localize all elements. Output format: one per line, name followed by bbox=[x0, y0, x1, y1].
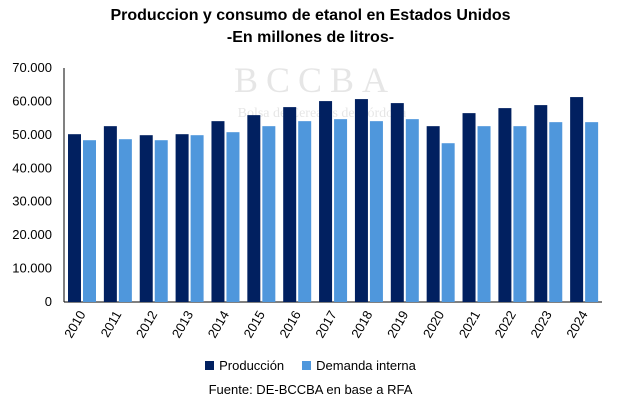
x-tick-label: 2019 bbox=[384, 308, 411, 341]
legend-swatch bbox=[205, 361, 215, 370]
bar-demanda-2017 bbox=[334, 119, 348, 302]
chart-subtitle: -En millones de litros- bbox=[226, 29, 395, 46]
y-tick-label: 0 bbox=[45, 294, 52, 309]
bar-produccion-2023 bbox=[534, 105, 548, 302]
bar-demanda-2019 bbox=[405, 119, 419, 302]
legend-item-produccion: Producción bbox=[205, 358, 284, 373]
x-tick-label: 2018 bbox=[348, 308, 375, 341]
bar-produccion-2017 bbox=[319, 101, 333, 302]
svg-text:BCCBA: BCCBA bbox=[234, 60, 396, 100]
bar-produccion-2010 bbox=[68, 134, 81, 302]
bar-demanda-2023 bbox=[549, 122, 563, 302]
x-tick-label: 2016 bbox=[276, 308, 303, 341]
y-tick-label: 20.000 bbox=[12, 227, 52, 242]
bar-demanda-2010 bbox=[83, 140, 96, 302]
x-tick-label: 2017 bbox=[312, 308, 339, 341]
y-tick-label: 40.000 bbox=[12, 160, 52, 175]
x-tick-label: 2012 bbox=[133, 308, 160, 341]
bar-produccion-2024 bbox=[570, 97, 584, 302]
bar-demanda-2011 bbox=[118, 139, 132, 302]
legend-label: Demanda interna bbox=[316, 358, 416, 373]
bar-produccion-2012 bbox=[139, 135, 153, 302]
bar-demanda-2012 bbox=[154, 140, 168, 302]
bar-produccion-2020 bbox=[426, 126, 440, 302]
bar-produccion-2014 bbox=[211, 121, 225, 302]
x-tick-label: 2013 bbox=[169, 308, 196, 341]
bar-produccion-2015 bbox=[247, 115, 261, 303]
bar-produccion-2022 bbox=[498, 108, 512, 302]
bar-produccion-2011 bbox=[103, 126, 117, 302]
bar-demanda-2015 bbox=[262, 126, 276, 302]
bar-produccion-2018 bbox=[354, 99, 368, 303]
x-tick-label: 2010 bbox=[61, 308, 88, 341]
y-tick-label: 50.000 bbox=[12, 127, 52, 142]
bar-produccion-2019 bbox=[390, 103, 404, 302]
bar-produccion-2013 bbox=[175, 134, 189, 302]
y-tick-label: 30.000 bbox=[12, 194, 52, 209]
bar-demanda-2016 bbox=[298, 121, 312, 302]
bar-demanda-2024 bbox=[585, 122, 599, 302]
bar-demanda-2018 bbox=[369, 121, 383, 302]
x-tick-label: 2023 bbox=[527, 308, 554, 341]
legend-item-demanda: Demanda interna bbox=[302, 358, 416, 373]
x-tick-label: 2015 bbox=[240, 308, 267, 341]
legend: Producción Demanda interna bbox=[0, 358, 621, 373]
bar-produccion-2016 bbox=[283, 107, 297, 303]
x-tick-label: 2024 bbox=[563, 308, 590, 341]
legend-label: Producción bbox=[219, 358, 285, 373]
x-tick-label: 2011 bbox=[97, 308, 124, 340]
y-tick-label: 10.000 bbox=[12, 261, 52, 276]
bar-produccion-2021 bbox=[462, 113, 476, 302]
y-tick-label: 70.000 bbox=[12, 60, 52, 75]
chart-title: Produccion y consumo de etanol en Estado… bbox=[110, 7, 511, 24]
source-note: Fuente: DE-BCCBA en base a RFA bbox=[208, 382, 413, 397]
bar-demanda-2014 bbox=[226, 132, 240, 302]
bar-demanda-2021 bbox=[477, 126, 491, 302]
legend-swatch bbox=[302, 361, 312, 370]
bar-demanda-2013 bbox=[190, 135, 204, 302]
x-tick-label: 2022 bbox=[492, 308, 519, 341]
x-tick-label: 2021 bbox=[456, 308, 483, 341]
bar-demanda-2020 bbox=[441, 143, 455, 302]
x-tick-label: 2020 bbox=[420, 308, 447, 341]
bar-demanda-2022 bbox=[513, 126, 527, 302]
x-tick-label: 2014 bbox=[205, 308, 232, 341]
y-tick-label: 60.000 bbox=[12, 93, 52, 108]
